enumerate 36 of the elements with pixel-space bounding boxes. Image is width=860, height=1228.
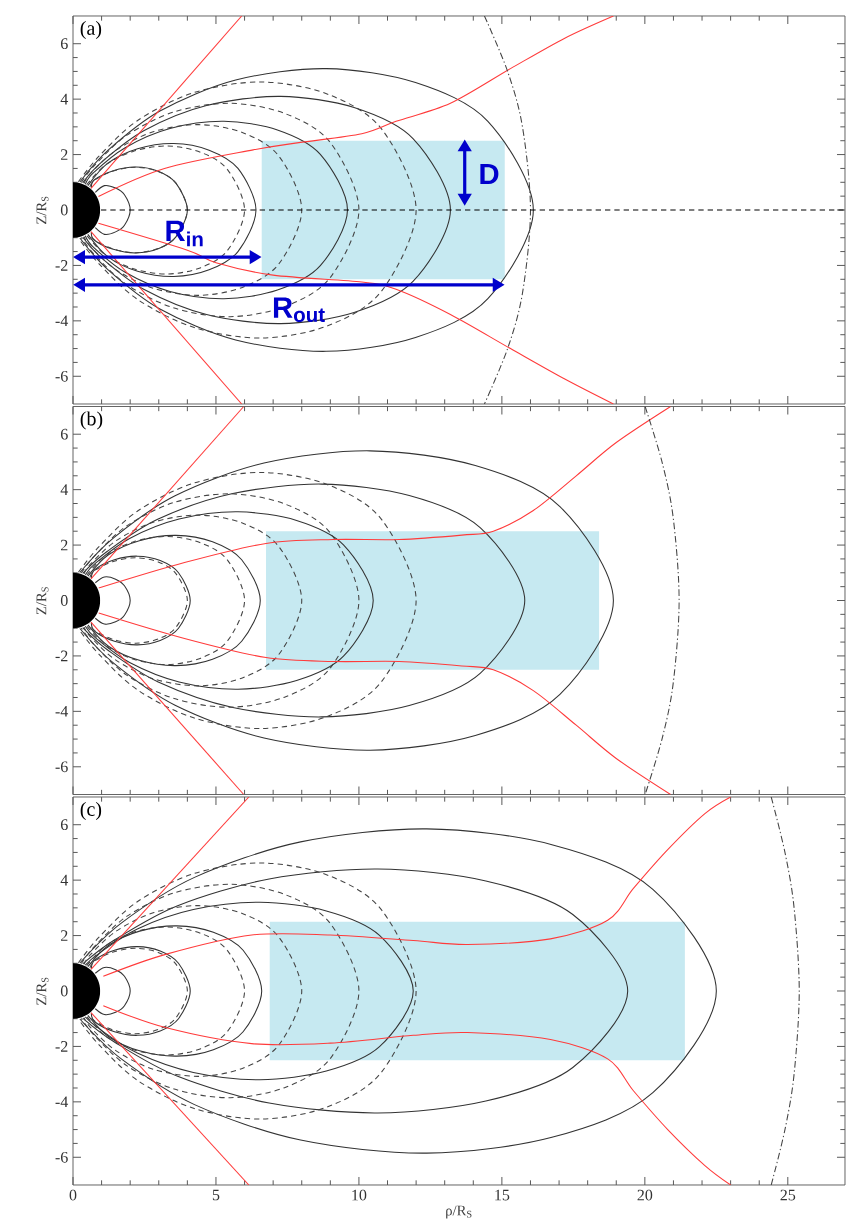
- y-tick-label: -4: [55, 706, 69, 717]
- y-tick-label: -6: [55, 761, 68, 773]
- y-axis-title: Z/R$_{S}$: [36, 977, 49, 1005]
- x-tick-label: 20: [637, 1189, 653, 1201]
- x-tick-label: 25: [780, 1189, 796, 1201]
- chart-title: (a): [80, 20, 102, 40]
- x-tick-label: 5: [212, 1189, 220, 1201]
- y-tick-label: 2: [61, 149, 68, 160]
- y-tick-label: 0: [60, 204, 68, 216]
- x-axis-title: ρ/R$_{S}$: [446, 1205, 472, 1219]
- y-tick-label: 0: [60, 985, 68, 997]
- x-tick-label: 0: [69, 1189, 77, 1201]
- y-tick-label: -6: [55, 1151, 68, 1163]
- chart-title: (b): [80, 411, 103, 430]
- annotation: R$_{out}$: [273, 297, 325, 323]
- annotation: D: [480, 163, 499, 185]
- y-tick-label: 6: [60, 819, 68, 831]
- y-tick-label: 6: [60, 428, 68, 440]
- y-tick-label: -2: [55, 260, 68, 271]
- x-tick-label: 15: [495, 1189, 510, 1201]
- y-tick-label: 2: [61, 539, 68, 551]
- y-axis-title: Z/R$_{S}$: [36, 196, 49, 224]
- y-tick-label: 2: [61, 930, 68, 941]
- y-tick-label: -4: [55, 1096, 69, 1108]
- y-tick-label: 4: [60, 874, 69, 886]
- y-axis-title: Z/R$_{S}$: [36, 587, 49, 615]
- x-tick-label: 10: [352, 1189, 367, 1201]
- y-tick-label: 0: [60, 595, 68, 606]
- y-tick-label: -4: [55, 315, 69, 327]
- y-tick-label: 4: [60, 484, 69, 495]
- y-tick-label: -2: [55, 1041, 68, 1052]
- y-tick-label: -2: [55, 650, 68, 662]
- y-tick-label: -6: [55, 370, 68, 382]
- y-tick-label: 6: [60, 38, 68, 50]
- chart-title: (c): [80, 801, 102, 821]
- y-tick-label: 4: [60, 93, 69, 105]
